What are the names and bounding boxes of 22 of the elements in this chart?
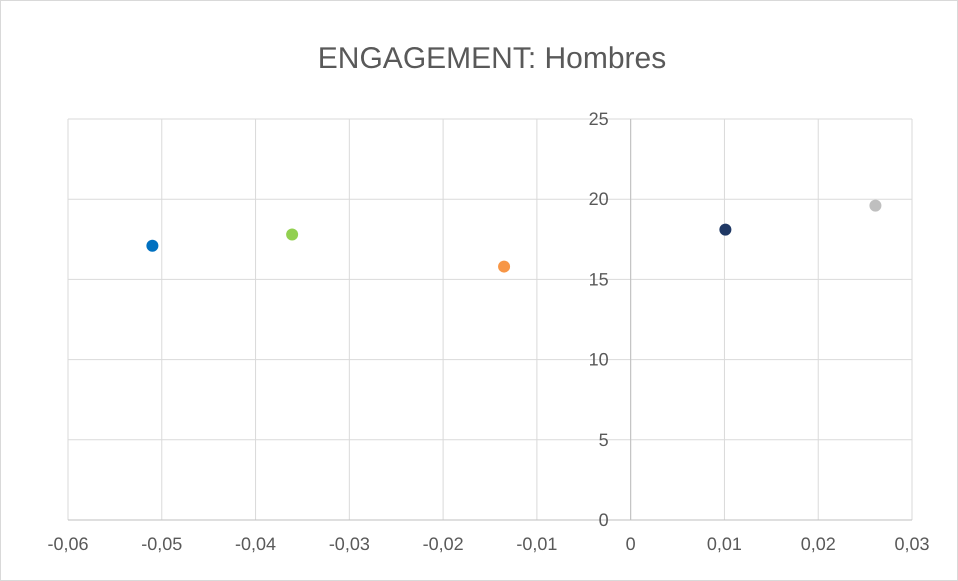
y-tick-label: 0	[598, 510, 609, 530]
x-tick-label: 0,02	[800, 534, 836, 554]
point	[869, 200, 882, 212]
x-tick-label: -0,02	[422, 534, 464, 554]
x-tick-label: -0,05	[141, 534, 182, 554]
x-tick-label: 0,03	[894, 534, 930, 554]
chart-title: ENGAGEMENT: Hombres	[318, 42, 666, 75]
x-tick-label: -0,04	[235, 534, 276, 554]
y-tick-label: 25	[588, 109, 609, 129]
x-tick-label: -0,03	[328, 534, 370, 554]
point	[286, 228, 298, 240]
x-tick-label: -0,06	[47, 534, 89, 554]
y-tick-label: 10	[588, 350, 609, 370]
point	[719, 224, 732, 236]
y-tick-label: 5	[598, 430, 609, 450]
y-tick-label: 15	[588, 269, 609, 290]
x-tick-label: -0,01	[516, 534, 558, 554]
point	[498, 260, 510, 273]
x-tick-label: 0	[626, 534, 636, 554]
y-tick-label: 20	[588, 189, 609, 210]
x-tick-label: 0,01	[706, 534, 742, 554]
point	[146, 240, 158, 252]
